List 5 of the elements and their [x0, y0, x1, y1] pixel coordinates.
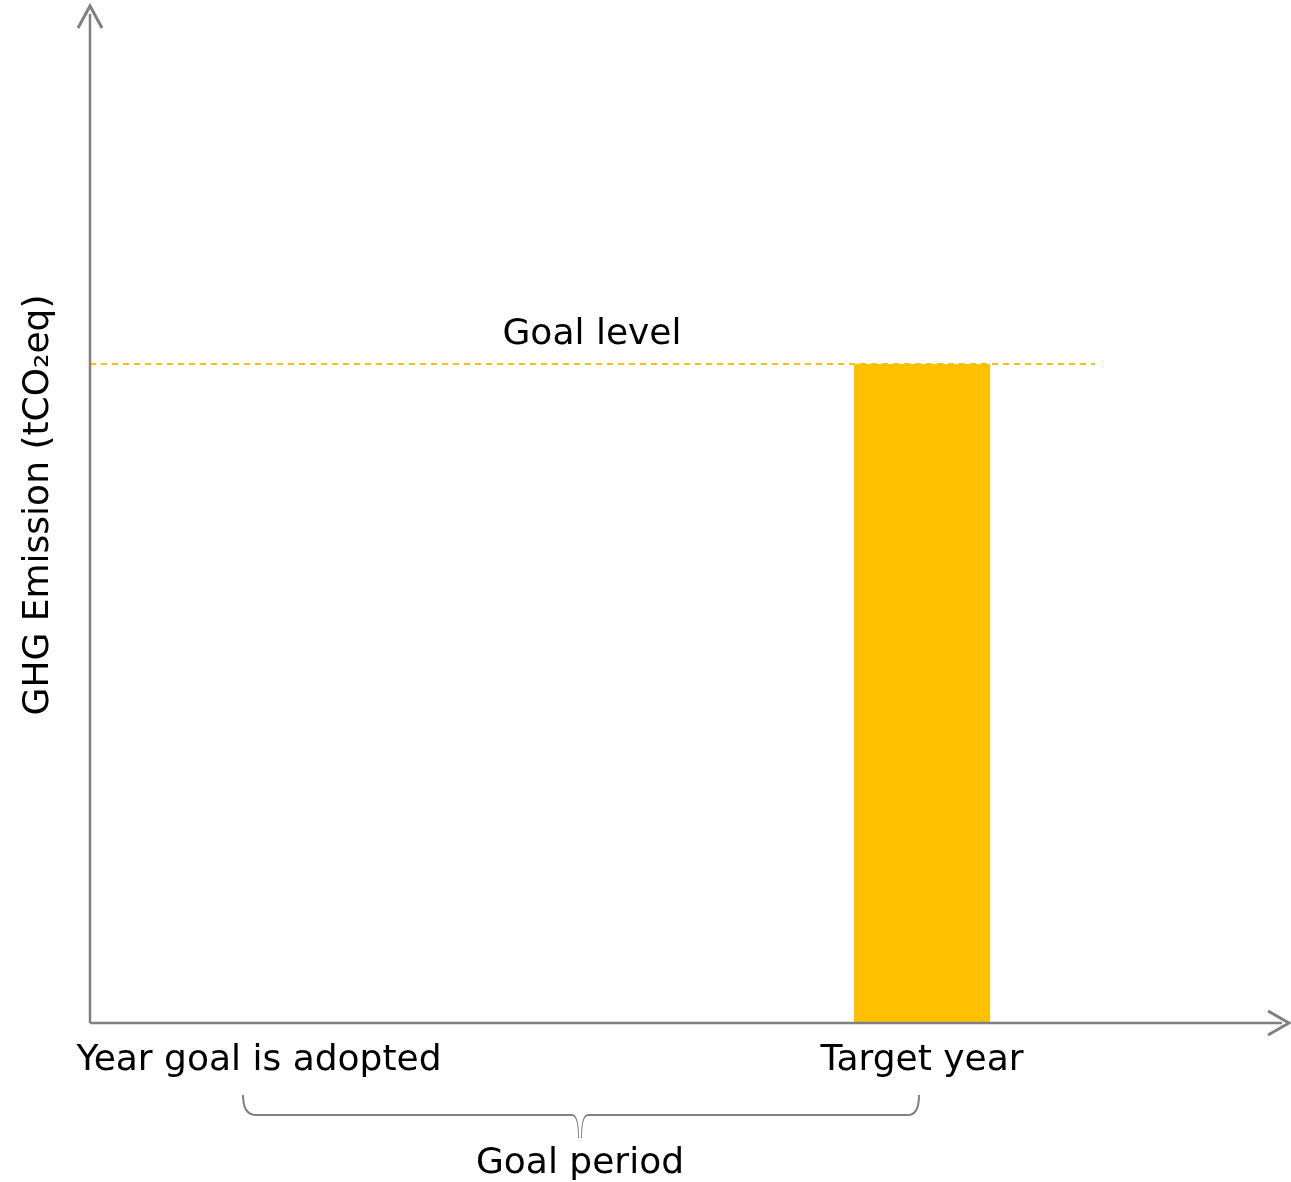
x-tick-label: Year goal is adopted: [75, 1037, 442, 1078]
text: Goal period: [475, 1140, 685, 1181]
ref-line-label: Goal level: [502, 311, 682, 352]
x-tick-label: Target year: [819, 1037, 1024, 1078]
y-axis-title: GHG Emission (tCO₂eq): [15, 294, 56, 716]
